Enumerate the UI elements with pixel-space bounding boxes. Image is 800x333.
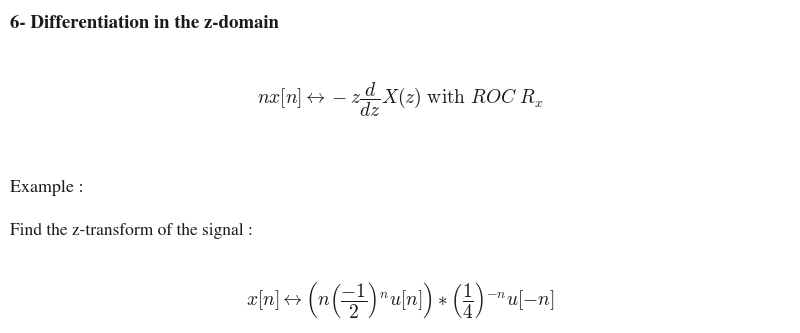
Text: Example :: Example : <box>10 180 84 196</box>
Text: $x[n] \leftrightarrow \left(n\left(\dfrac{-1}{2}\right)^{n}u[n]\right) * \left(\: $x[n] \leftrightarrow \left(n\left(\dfra… <box>246 280 554 320</box>
Text: $nx[n] \leftrightarrow -z\dfrac{d}{dz}X(z)\ \mathrm{with}\ ROC\ R_x$: $nx[n] \leftrightarrow -z\dfrac{d}{dz}X(… <box>257 81 543 119</box>
Text: Find the z-transform of the signal :: Find the z-transform of the signal : <box>10 223 253 239</box>
Text: 6- Differentiation in the z-domain: 6- Differentiation in the z-domain <box>10 15 279 32</box>
